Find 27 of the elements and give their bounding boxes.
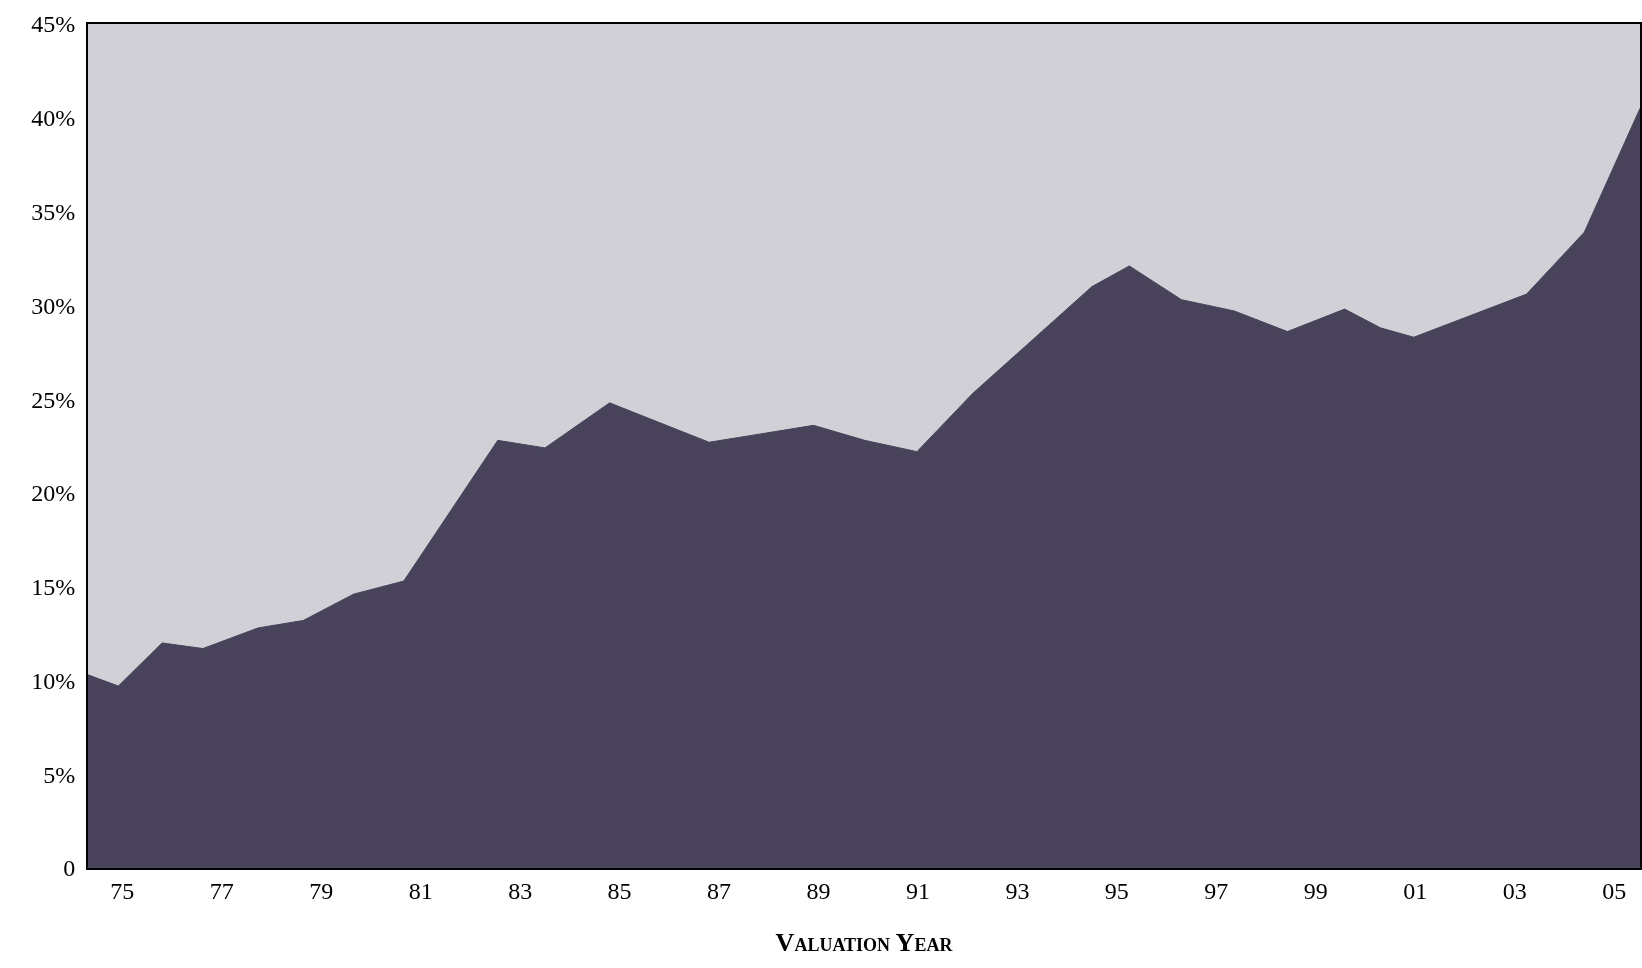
x-tick-label: 05 [1602,877,1627,904]
x-tick-label: 91 [905,877,930,904]
x-tick-label: 95 [1104,877,1129,904]
y-tick-label: 20% [31,480,76,507]
x-tick-label: 97 [1204,877,1229,904]
x-tick-label: 93 [1005,877,1030,904]
x-tick-label: 87 [707,877,732,904]
x-tick-label: 01 [1403,877,1428,904]
x-axis-title: Valuation Year [775,928,954,957]
y-tick-label: 40% [31,105,76,132]
y-tick-label: 25% [31,386,76,413]
x-tick-label: 75 [110,877,135,904]
y-tick-label: 35% [31,198,76,225]
x-tick-label: 83 [508,877,533,904]
x-tick-label: 99 [1303,877,1328,904]
y-tick-label: 30% [31,292,76,319]
y-tick-label: 5% [43,761,76,788]
x-tick-label: 85 [607,877,632,904]
x-tick-label: 79 [309,877,334,904]
y-tick-label: 45% [31,11,76,38]
x-tick-label: 81 [408,877,433,904]
y-tick-label: 15% [31,574,76,601]
x-tick-label: 03 [1502,877,1527,904]
y-tick-label: 10% [31,667,76,694]
x-tick-label: 89 [806,877,831,904]
x-tick-label: 77 [209,877,234,904]
y-tick-label: 0 [63,855,76,882]
